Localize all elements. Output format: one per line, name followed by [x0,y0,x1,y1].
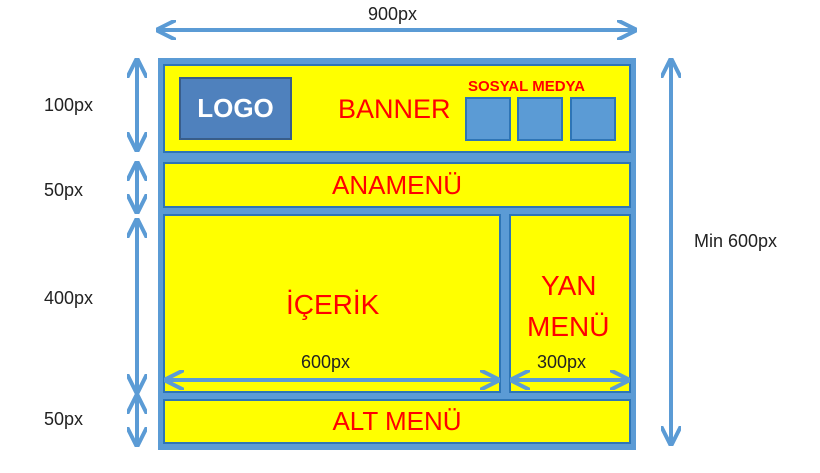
content-height-label: 400px [44,288,94,308]
min-height-label: Min 600px [694,231,778,251]
footer-height-label: 50px [44,409,84,429]
main-menu-region: ANAMENÜ [163,162,631,208]
sidebar-label-line1: YAN [541,270,597,301]
main-menu-label: ANAMENÜ [331,169,462,200]
content-label: İÇERİK [286,289,380,320]
footer-region: ALT MENÜ [163,399,631,444]
logo-label: LOGO [197,93,274,123]
social-square-icon [570,97,616,141]
social-square-icon [465,97,511,141]
banner-label: BANNER [338,94,451,124]
content-region [163,214,501,393]
content-width-label: 600px [301,352,351,372]
sidebar-region [509,214,631,393]
sidebar-width-label: 300px [537,352,587,372]
menu-height-label: 50px [44,180,84,200]
footer-label: ALT MENÜ [332,406,462,436]
social-media-label: SOSYAL MEDYA [468,78,585,95]
width-900-label: 900px [368,4,418,24]
banner-height-label: 100px [44,95,94,115]
logo-box: LOGO [179,77,292,140]
social-square-icon [517,97,563,141]
sidebar-label-line2: MENÜ [527,311,610,342]
